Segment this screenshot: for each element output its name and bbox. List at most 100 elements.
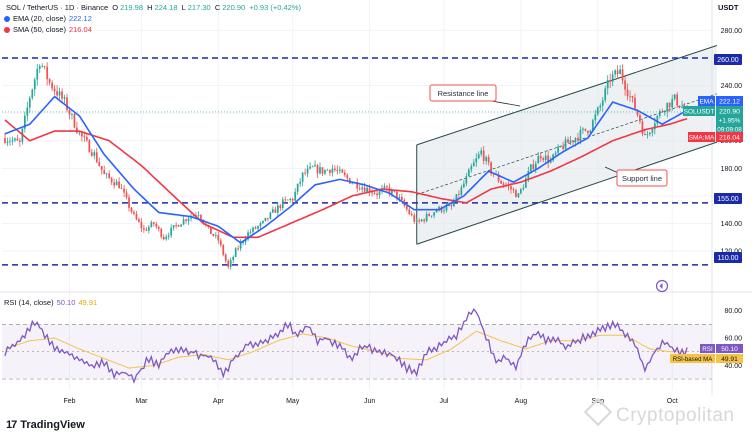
- open-label: O: [112, 3, 119, 12]
- candle-up: [314, 165, 316, 167]
- rsi-legend[interactable]: RSI (14, close) 50.10 49.91: [4, 298, 97, 308]
- sma-legend[interactable]: SMA (50, close) 216.04: [4, 25, 92, 35]
- candle-down: [83, 136, 86, 138]
- candle-up: [306, 168, 309, 174]
- countdown-value: 09:09:08: [717, 127, 742, 134]
- support-label-box: [616, 169, 668, 187]
- ema-legend[interactable]: EMA (20, close) 222.12: [4, 14, 92, 24]
- candle-down: [621, 69, 624, 81]
- rsi-axis-label: 40.00: [724, 363, 742, 370]
- candle-down: [4, 137, 6, 143]
- candle-up: [257, 226, 259, 229]
- candle-up: [614, 70, 617, 75]
- candle-up: [596, 107, 599, 115]
- candle-up: [242, 242, 244, 243]
- level-260-tag: 260.00: [714, 54, 742, 65]
- candle-down: [286, 199, 289, 201]
- candle-up: [28, 98, 31, 108]
- candle-up: [23, 115, 26, 129]
- currency-label[interactable]: USDT: [718, 3, 739, 12]
- candle-down: [624, 80, 626, 90]
- watermark-text: Cryptopolitan: [616, 405, 735, 426]
- candle-up: [33, 79, 36, 90]
- candle-up: [485, 157, 488, 161]
- candle-up: [653, 123, 656, 130]
- candle-up: [604, 88, 607, 101]
- rsi-axis-label: 60.00: [724, 336, 742, 343]
- rsi-line: [4, 307, 688, 384]
- candle-down: [368, 187, 371, 193]
- candle-down: [88, 140, 91, 153]
- candle-up: [309, 166, 311, 169]
- candle-up: [192, 215, 195, 217]
- candle-down: [177, 225, 180, 227]
- candle-up: [252, 227, 254, 232]
- horizontal-levels-layer: [2, 57, 712, 266]
- sma-legend-swatch: [4, 26, 10, 33]
- candle-up: [172, 225, 175, 228]
- candle-down: [502, 183, 505, 185]
- candle-up: [470, 166, 473, 170]
- candle-up: [361, 187, 364, 190]
- symbol-title[interactable]: SOL / TetherUS · 1D · Binance: [6, 3, 109, 12]
- candle-down: [135, 213, 138, 220]
- replay-icon[interactable]: [655, 279, 669, 293]
- candle-up: [681, 106, 683, 108]
- last-change-value: +1.95%: [719, 118, 741, 125]
- candle-down: [200, 214, 202, 220]
- candle-up: [549, 160, 552, 163]
- candle-down: [227, 260, 230, 267]
- rsi-pane: [2, 307, 712, 384]
- candle-up: [366, 187, 368, 192]
- candle-up: [272, 209, 274, 213]
- candle-down: [497, 174, 500, 181]
- candle-down: [48, 79, 51, 83]
- sma-tag-value: 216.04: [719, 135, 740, 142]
- rsi-ma-tag-value: 49.91: [721, 356, 738, 363]
- candle-up: [71, 114, 73, 115]
- candle-down: [155, 223, 158, 227]
- candle-up: [311, 166, 314, 168]
- candle-down: [547, 155, 550, 163]
- candle-down: [19, 140, 21, 142]
- ema-legend-label: EMA (20, close): [13, 14, 66, 23]
- rsi-ma-tag-label: RSI-based MA: [673, 356, 714, 363]
- candle-down: [356, 182, 359, 189]
- price-axis-label: 140.00: [721, 221, 743, 228]
- price-axis-label: 180.00: [721, 166, 743, 173]
- price-axis-label: 280.00: [721, 28, 743, 35]
- candle-down: [51, 82, 53, 89]
- candle-up: [574, 137, 577, 142]
- candle-down: [572, 140, 574, 142]
- candle-up: [455, 194, 458, 202]
- candle-down: [304, 172, 306, 174]
- candle-down: [61, 91, 63, 99]
- close-value: 220.90: [222, 3, 246, 12]
- candle-down: [542, 158, 545, 161]
- price-axis-label: 240.00: [721, 83, 743, 90]
- candle-down: [143, 228, 145, 230]
- candle-up: [433, 212, 435, 216]
- candle-up: [544, 155, 547, 161]
- candle-up: [448, 204, 450, 207]
- resistance-label: Resistance line: [438, 89, 489, 98]
- close-label: C: [214, 3, 221, 12]
- candle-down: [634, 97, 636, 110]
- candle-down: [371, 192, 373, 194]
- candle-up: [462, 183, 465, 188]
- channel-fill: [416, 45, 717, 245]
- candle-down: [423, 219, 426, 222]
- candle-down: [641, 121, 644, 134]
- candle-down: [676, 94, 679, 106]
- candle-up: [554, 152, 557, 155]
- candle-down: [358, 188, 361, 190]
- ema-tag-label: EMA: [699, 99, 714, 106]
- candle-down: [56, 91, 58, 96]
- candle-down: [100, 165, 103, 171]
- sma-tag-label: SMA:MA: [689, 135, 715, 142]
- candle-up: [187, 218, 190, 221]
- level-110-tag: 110.00: [714, 252, 742, 263]
- tradingview-brand[interactable]: 17 TradingView: [6, 419, 85, 431]
